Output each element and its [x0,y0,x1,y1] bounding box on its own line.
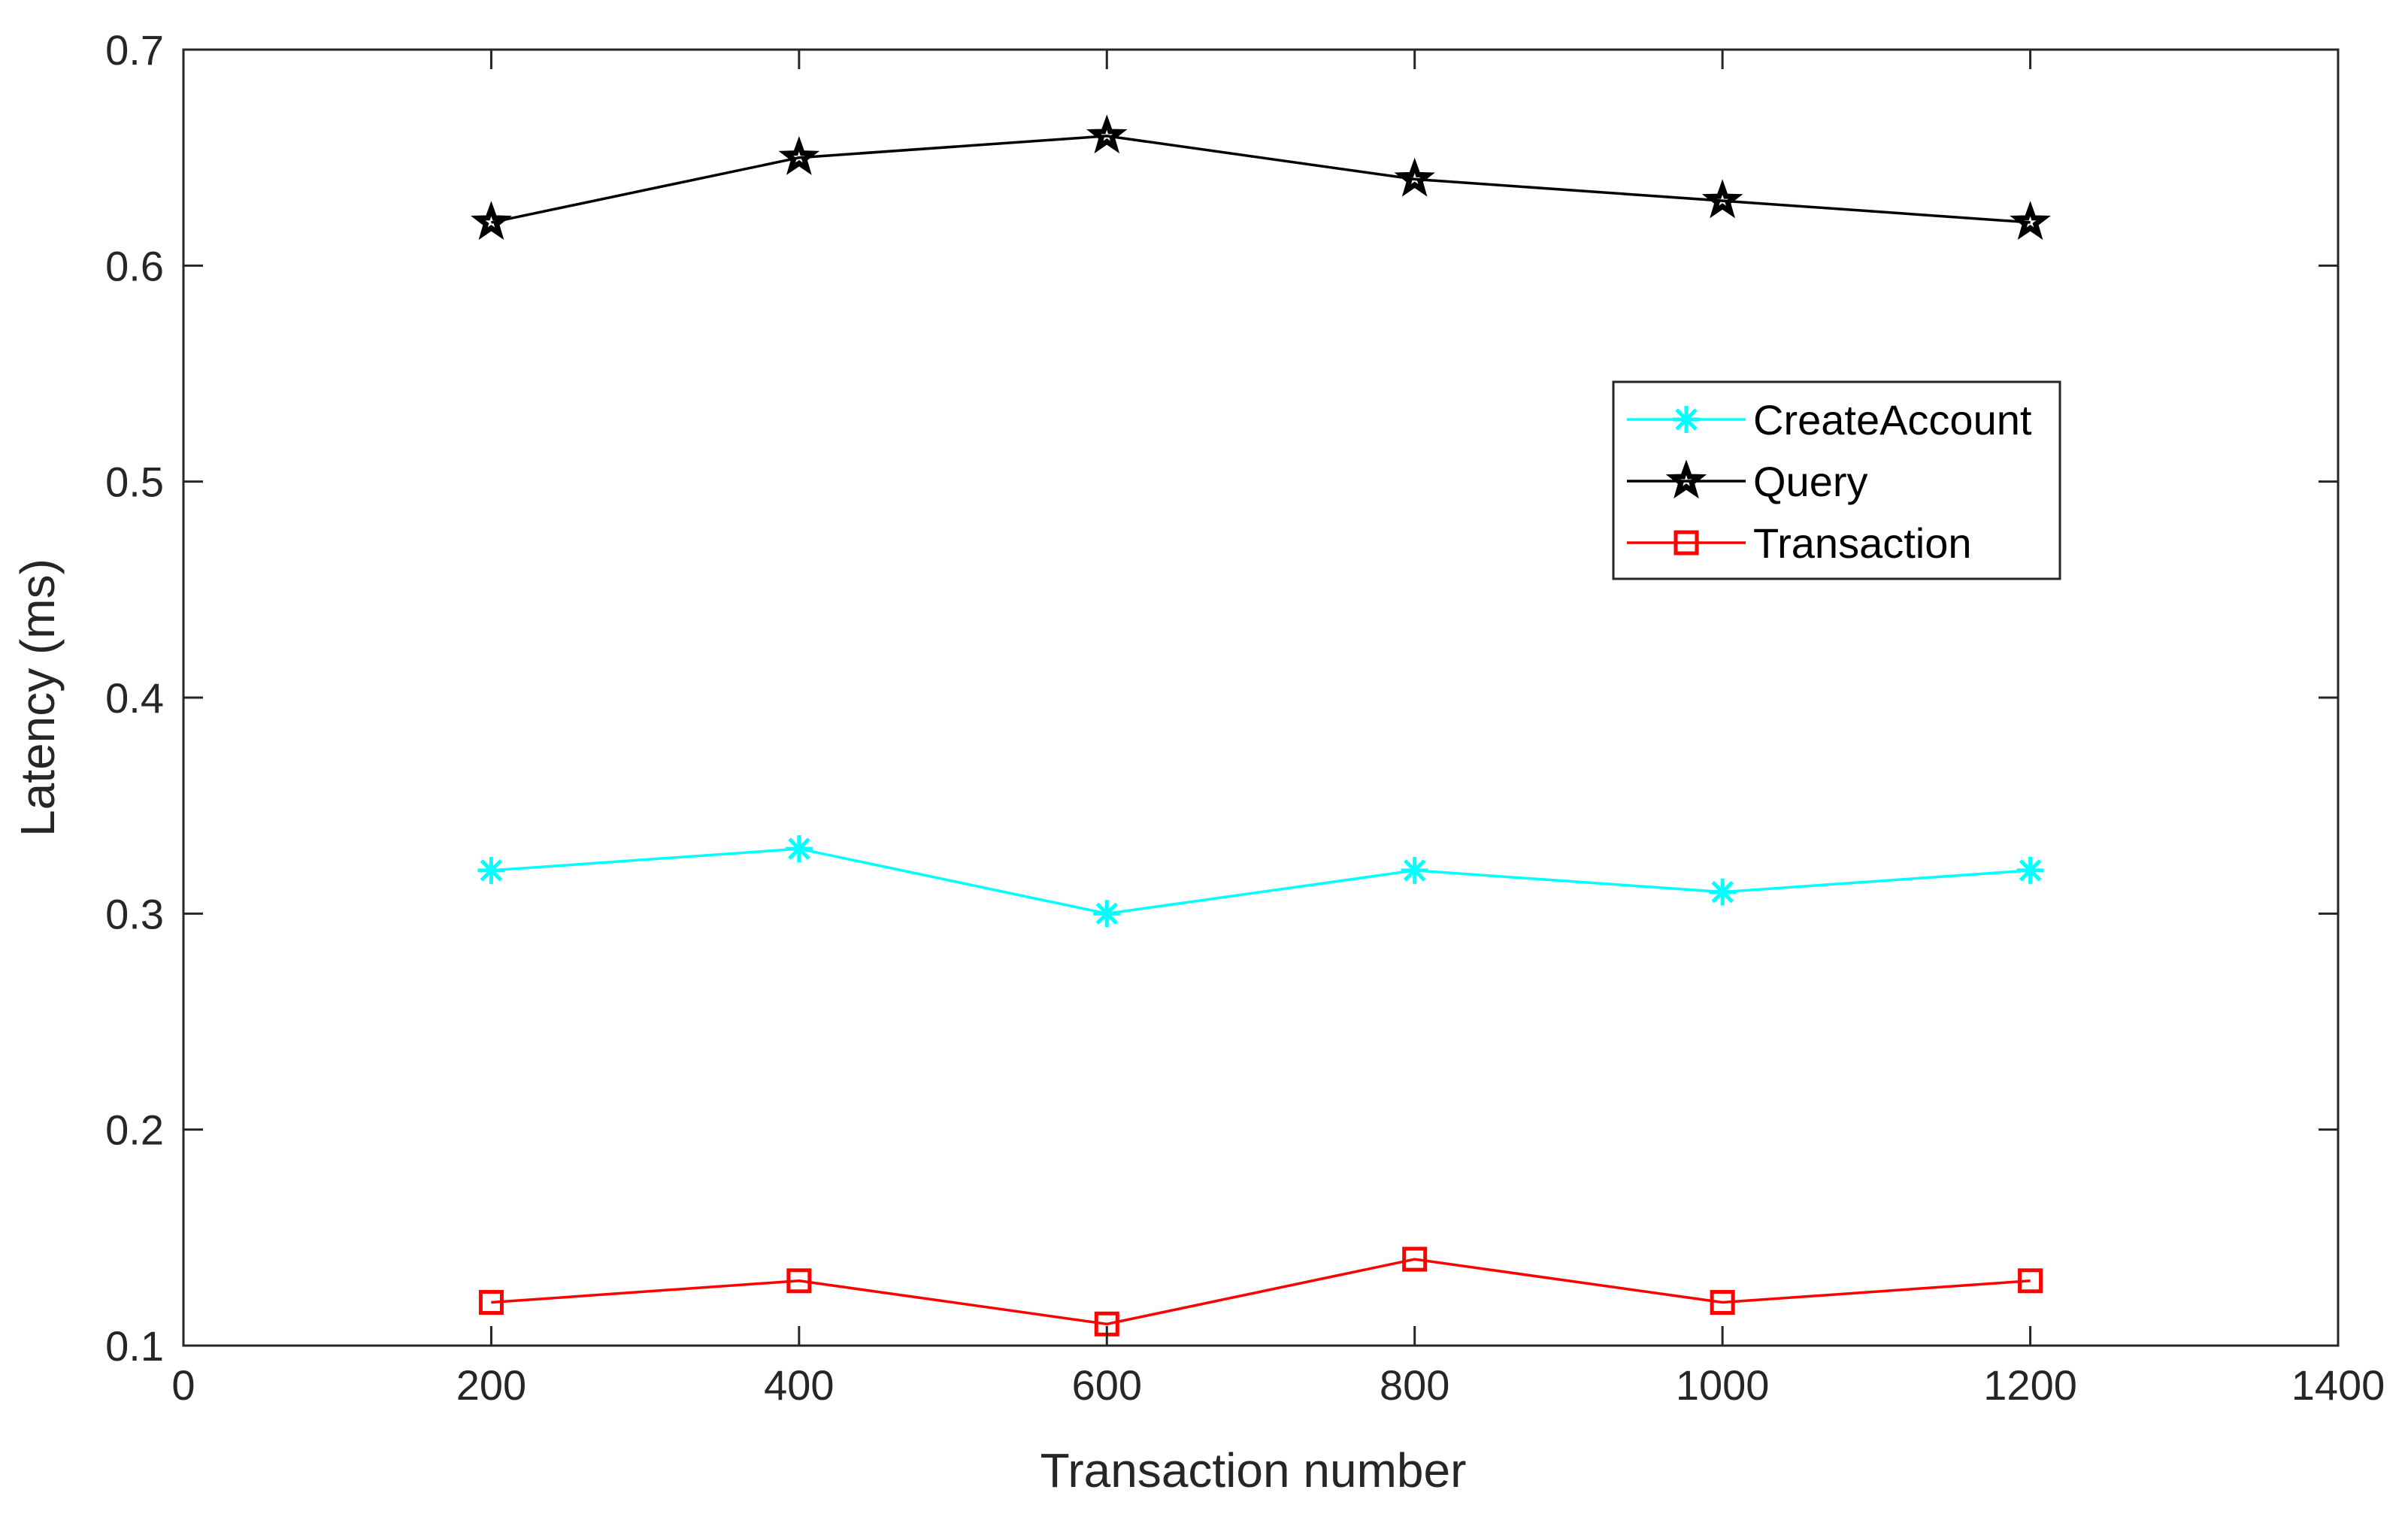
data-point-transaction [2018,1268,2043,1294]
x-tick-label: 1000 [1676,1361,1770,1409]
plot-area [183,50,2338,1346]
legend-item-createaccount: CreateAccount [1627,396,2032,444]
y-tick-label: 0.6 [105,242,164,289]
legend-label: Query [1753,458,1868,505]
data-point-createaccount [1093,900,1121,928]
x-tick-label: 400 [764,1361,834,1409]
x-tick-label: 1400 [2291,1361,2385,1409]
data-point-query [1701,179,1743,219]
series-line-query [491,135,2031,224]
legend-marker [1673,406,1700,433]
series-line-transaction [491,1258,2031,1326]
legend-marker [1665,459,1707,499]
y-tick-label: 0.1 [105,1322,164,1370]
y-axis: 0.1 0.2 0.3 0.4 0.5 0.6 0.7 [105,26,2338,1370]
data-point-createaccount [477,856,505,884]
y-tick-label: 0.2 [105,1107,164,1154]
y-axis-title: Latency (ms) [11,559,65,837]
data-point-query [471,201,512,241]
legend-item-transaction: Transaction [1627,519,1972,567]
legend-label: CreateAccount [1753,396,2032,444]
y-tick-label: 0.5 [105,459,164,506]
y-tick-label: 0.7 [105,26,164,74]
data-point-createaccount [1709,878,1737,906]
legend-marker [1673,530,1699,556]
data-point-transaction [1402,1246,1428,1272]
data-point-createaccount [1401,856,1428,884]
data-point-createaccount [785,835,813,863]
x-tick-label: 1200 [1983,1361,2077,1409]
x-tick-label: 800 [1380,1361,1449,1409]
data-point-query [1394,157,1435,197]
y-tick-label: 0.4 [105,674,164,722]
data-point-createaccount [2016,856,2044,884]
data-point-query [2010,201,2051,241]
x-axis: 0 200 400 600 800 1000 1200 1400 [171,50,2385,1409]
legend-item-query: Query [1627,458,1868,505]
legend-label: Transaction [1753,519,1972,567]
data-point-transaction [786,1268,812,1294]
data-point-query [778,136,820,175]
series-line-createaccount [491,847,2031,916]
series-layer [471,114,2051,1337]
data-point-transaction [1710,1290,1735,1316]
data-point-transaction [478,1290,504,1316]
x-axis-title: Transaction number [1040,1443,1467,1497]
y-tick-label: 0.3 [105,890,164,937]
series-query [471,114,2051,241]
x-tick-label: 0 [171,1361,195,1409]
x-tick-label: 200 [456,1361,526,1409]
x-tick-label: 600 [1072,1361,1142,1409]
legend: CreateAccount Query Transaction [1612,380,2061,580]
data-point-query [1086,114,1128,154]
series-createaccount [477,835,2044,928]
